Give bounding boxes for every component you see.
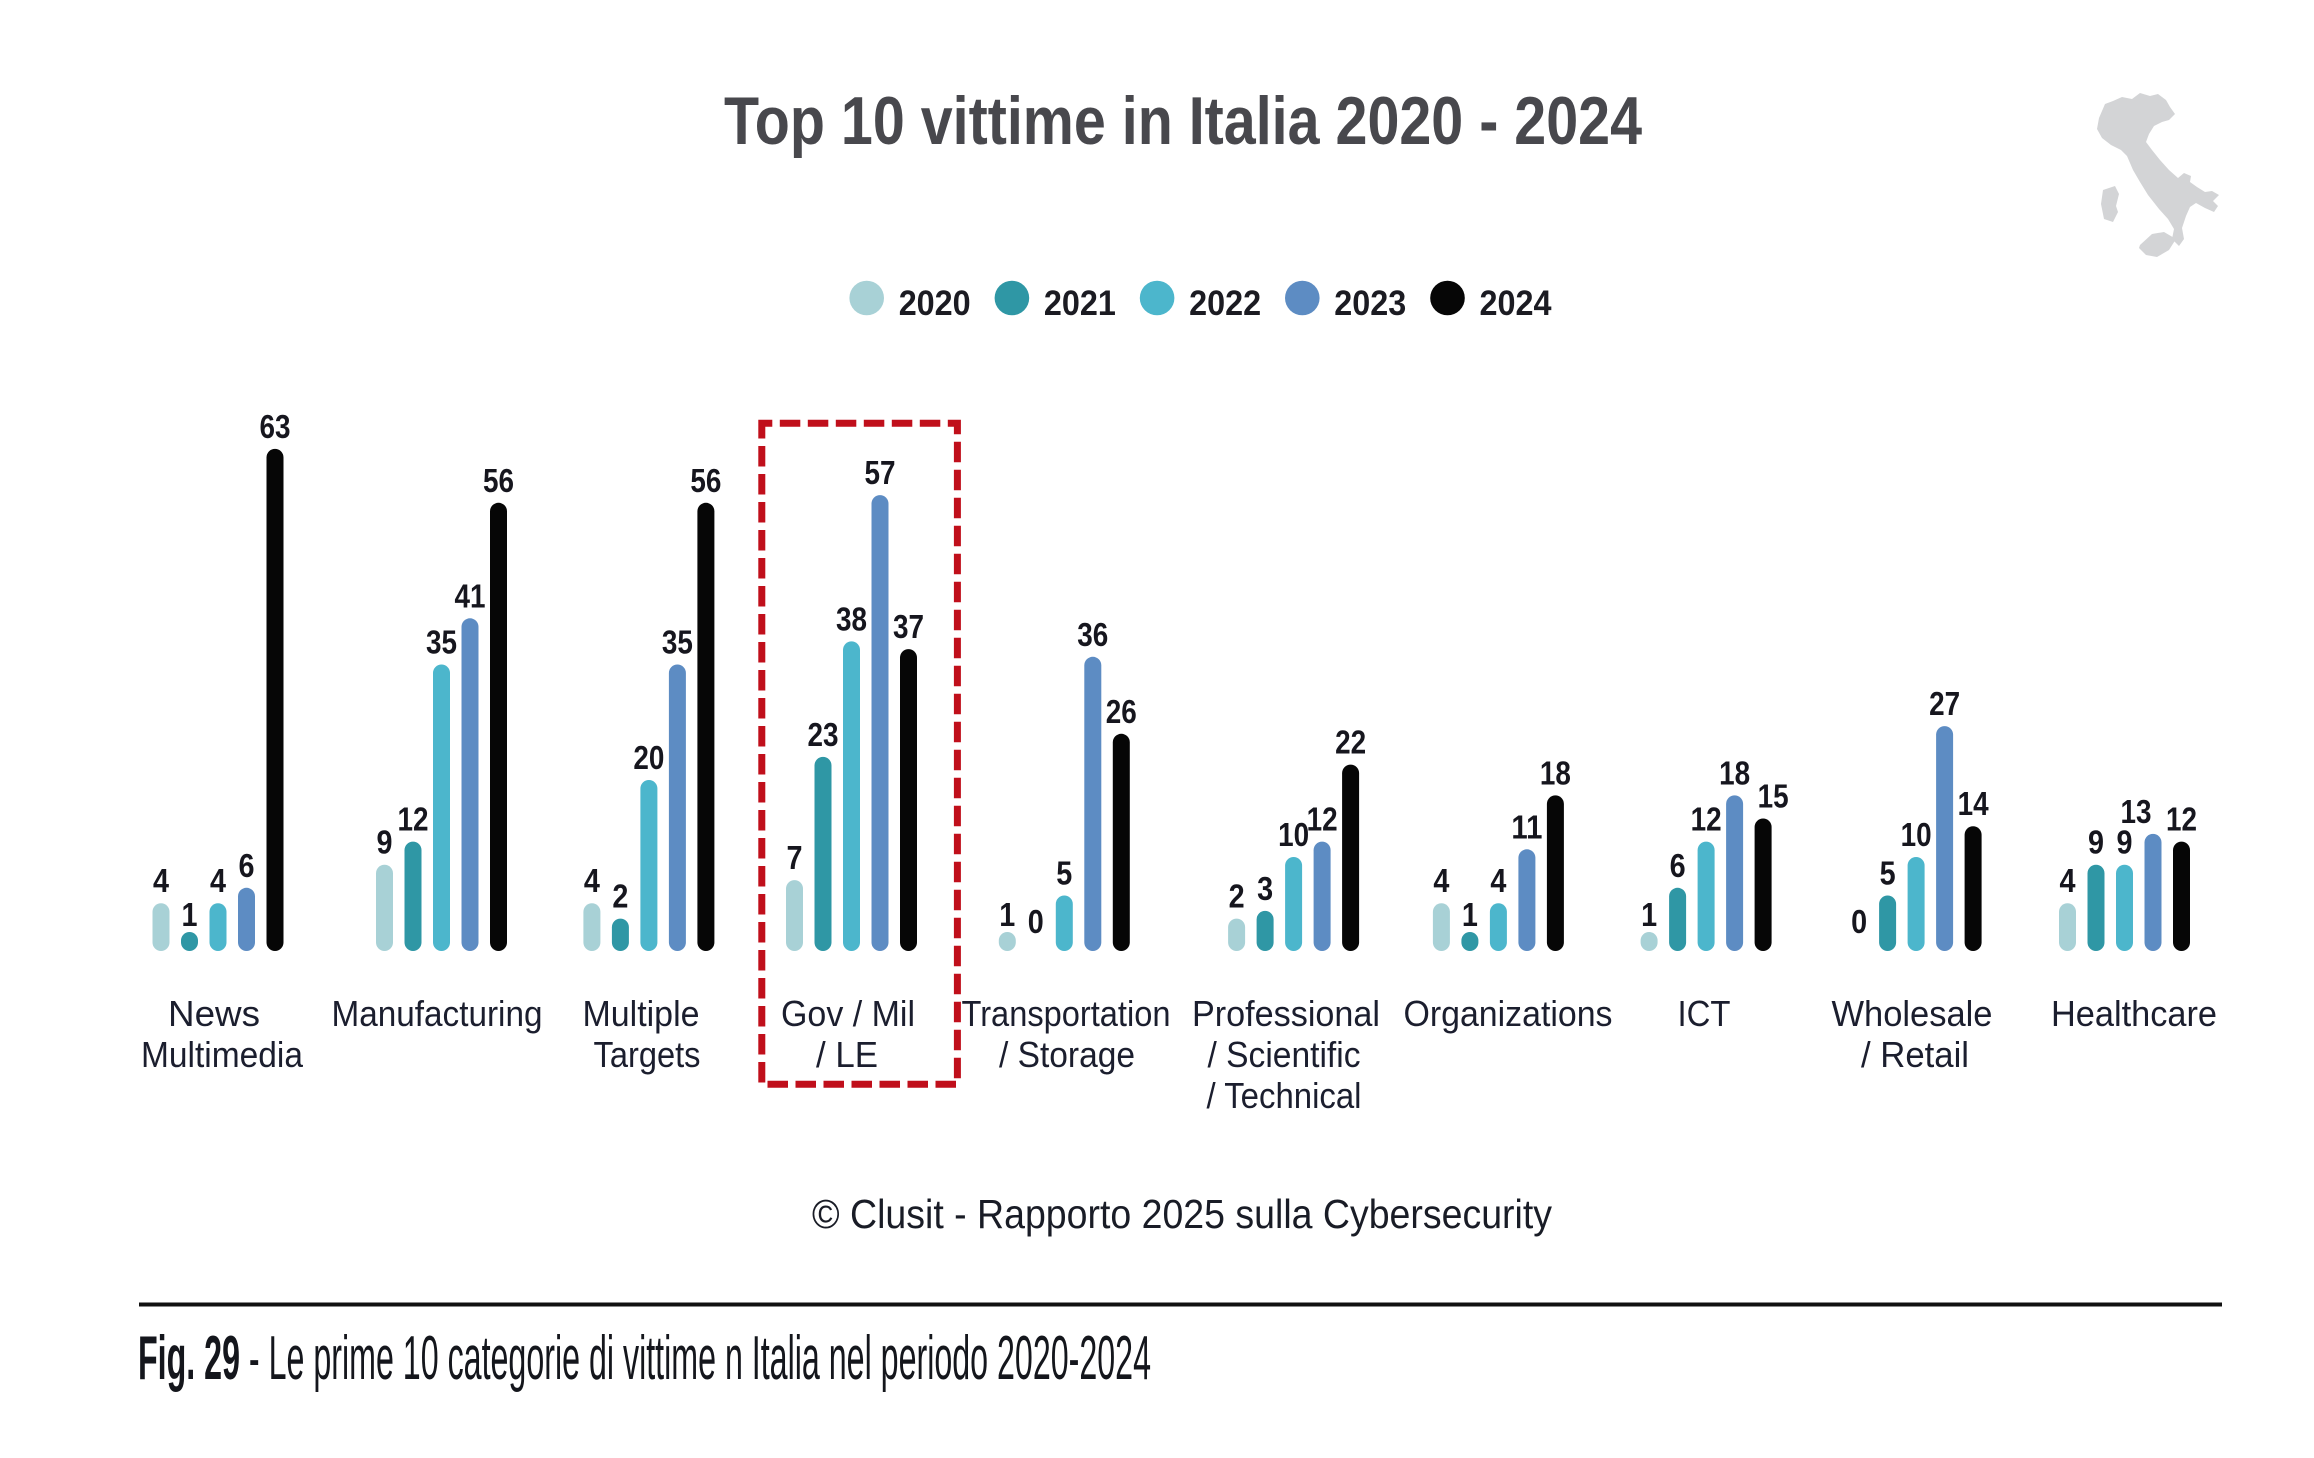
svg-text:1: 1: [182, 896, 198, 933]
svg-text:News: News: [168, 993, 260, 1034]
svg-text:5: 5: [1056, 855, 1072, 892]
svg-text:2023: 2023: [1334, 284, 1406, 323]
svg-text:4: 4: [210, 862, 227, 899]
svg-text:Fig. 29 - Le prime 10 categori: Fig. 29 - Le prime 10 categorie di vitti…: [138, 1324, 1151, 1393]
svg-text:63: 63: [260, 408, 291, 445]
svg-text:/ LE: / LE: [816, 1034, 878, 1075]
svg-text:15: 15: [1758, 778, 1789, 815]
svg-text:14: 14: [1958, 785, 1990, 822]
svg-text:7: 7: [787, 839, 803, 876]
svg-text:Multimedia: Multimedia: [141, 1034, 304, 1075]
svg-text:22: 22: [1335, 724, 1366, 761]
svg-text:3: 3: [1257, 870, 1273, 907]
svg-text:2021: 2021: [1044, 284, 1116, 323]
svg-text:1: 1: [999, 896, 1015, 933]
svg-text:ICT: ICT: [1678, 993, 1731, 1034]
svg-text:12: 12: [2166, 801, 2197, 838]
svg-text:41: 41: [455, 577, 486, 614]
svg-text:Gov / Mil: Gov / Mil: [781, 993, 915, 1034]
svg-text:10: 10: [1278, 816, 1309, 853]
svg-text:13: 13: [2121, 793, 2152, 830]
svg-text:23: 23: [808, 716, 839, 753]
svg-text:38: 38: [836, 600, 867, 637]
svg-text:37: 37: [893, 608, 924, 645]
svg-text:1: 1: [1462, 896, 1478, 933]
svg-text:/ Storage: / Storage: [999, 1034, 1135, 1075]
svg-text:0: 0: [1028, 903, 1044, 940]
svg-text:Professional: Professional: [1192, 993, 1380, 1034]
svg-text:Transportation: Transportation: [962, 993, 1171, 1034]
svg-text:18: 18: [1719, 754, 1750, 791]
svg-text:/ Retail: / Retail: [1861, 1034, 1969, 1075]
svg-text:2020: 2020: [899, 284, 971, 323]
svg-text:57: 57: [865, 454, 896, 491]
svg-text:10: 10: [1901, 816, 1932, 853]
svg-text:35: 35: [662, 624, 693, 661]
svg-text:Targets: Targets: [594, 1034, 701, 1075]
svg-text:27: 27: [1929, 685, 1960, 722]
svg-text:/ Technical: / Technical: [1207, 1075, 1362, 1116]
svg-text:12: 12: [1691, 801, 1722, 838]
svg-text:56: 56: [690, 462, 721, 499]
svg-text:1: 1: [1641, 896, 1657, 933]
svg-text:35: 35: [426, 624, 457, 661]
svg-text:4: 4: [1490, 862, 1507, 899]
svg-text:5: 5: [1880, 855, 1896, 892]
svg-text:Wholesale: Wholesale: [1832, 993, 1993, 1034]
svg-text:11: 11: [1511, 808, 1542, 845]
svg-text:9: 9: [377, 824, 393, 861]
svg-text:36: 36: [1077, 616, 1108, 653]
svg-text:4: 4: [153, 862, 170, 899]
svg-text:Organizations: Organizations: [1404, 993, 1613, 1034]
svg-text:2024: 2024: [1480, 284, 1552, 323]
svg-text:12: 12: [1307, 801, 1338, 838]
svg-text:6: 6: [239, 847, 255, 884]
svg-text:4: 4: [2060, 862, 2077, 899]
svg-text:2022: 2022: [1189, 284, 1261, 323]
svg-text:9: 9: [2088, 824, 2104, 861]
svg-text:Manufacturing: Manufacturing: [332, 993, 543, 1034]
svg-text:4: 4: [584, 862, 601, 899]
svg-text:/ Scientific: / Scientific: [1208, 1034, 1361, 1075]
svg-text:Top 10 vittime in Italia 2020: Top 10 vittime in Italia 2020 - 2024: [724, 83, 1642, 159]
svg-text:Multiple: Multiple: [583, 993, 700, 1034]
svg-text:4: 4: [1433, 862, 1450, 899]
svg-text:20: 20: [633, 739, 664, 776]
svg-text:© Clusit - Rapporto 2025 sulla: © Clusit - Rapporto 2025 sulla Cybersecu…: [812, 1191, 1552, 1237]
svg-text:18: 18: [1540, 754, 1571, 791]
svg-text:9: 9: [2117, 824, 2133, 861]
svg-text:2: 2: [612, 878, 628, 915]
svg-text:26: 26: [1106, 693, 1137, 730]
svg-text:6: 6: [1670, 847, 1686, 884]
svg-text:2: 2: [1229, 878, 1245, 915]
svg-text:56: 56: [483, 462, 514, 499]
svg-text:0: 0: [1851, 903, 1867, 940]
svg-text:12: 12: [398, 801, 429, 838]
svg-text:Healthcare: Healthcare: [2051, 993, 2217, 1034]
